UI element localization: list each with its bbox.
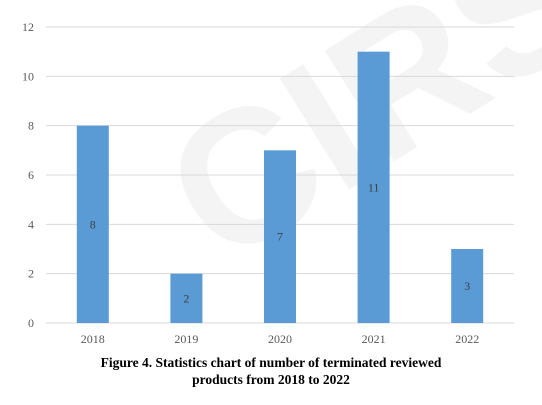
caption-line-1: Figure 4. Statistics chart of number of … [100, 355, 442, 370]
figure-caption: Figure 4. Statistics chart of number of … [0, 354, 542, 388]
data-label-2020: 7 [277, 230, 283, 244]
x-tick-label-2018: 2018 [81, 332, 105, 346]
x-tick-label-2019: 2019 [174, 332, 198, 346]
y-tick-label-2: 2 [28, 267, 34, 281]
data-label-2018: 8 [90, 217, 96, 231]
y-tick-label-10: 10 [22, 69, 34, 83]
y-tick-label-4: 4 [28, 217, 34, 231]
y-tick-label-8: 8 [28, 119, 34, 133]
x-tick-label-2020: 2020 [268, 332, 292, 346]
bar-2022 [451, 249, 484, 323]
data-labels: 8 2 7 11 3 [90, 180, 470, 305]
caption-line-2: products from 2018 to 2022 [192, 372, 350, 387]
x-tick-label-2022: 2022 [455, 332, 479, 346]
data-label-2022: 3 [464, 279, 470, 293]
data-label-2021: 11 [368, 180, 380, 194]
bars [76, 51, 484, 324]
y-tick-label-0: 0 [28, 316, 34, 330]
x-axis-ticks: 2018 2019 2020 2021 2022 [81, 332, 479, 346]
y-tick-label-6: 6 [28, 168, 34, 182]
y-tick-label-12: 12 [22, 20, 34, 34]
y-axis-ticks: 0 2 4 6 8 10 12 [22, 20, 34, 330]
bar-2019 [170, 273, 203, 323]
bar-2020 [264, 150, 296, 323]
data-label-2019: 2 [183, 291, 189, 305]
x-tick-label-2021: 2021 [362, 332, 386, 346]
bar-2021 [357, 51, 390, 324]
bar-2018 [76, 125, 109, 324]
